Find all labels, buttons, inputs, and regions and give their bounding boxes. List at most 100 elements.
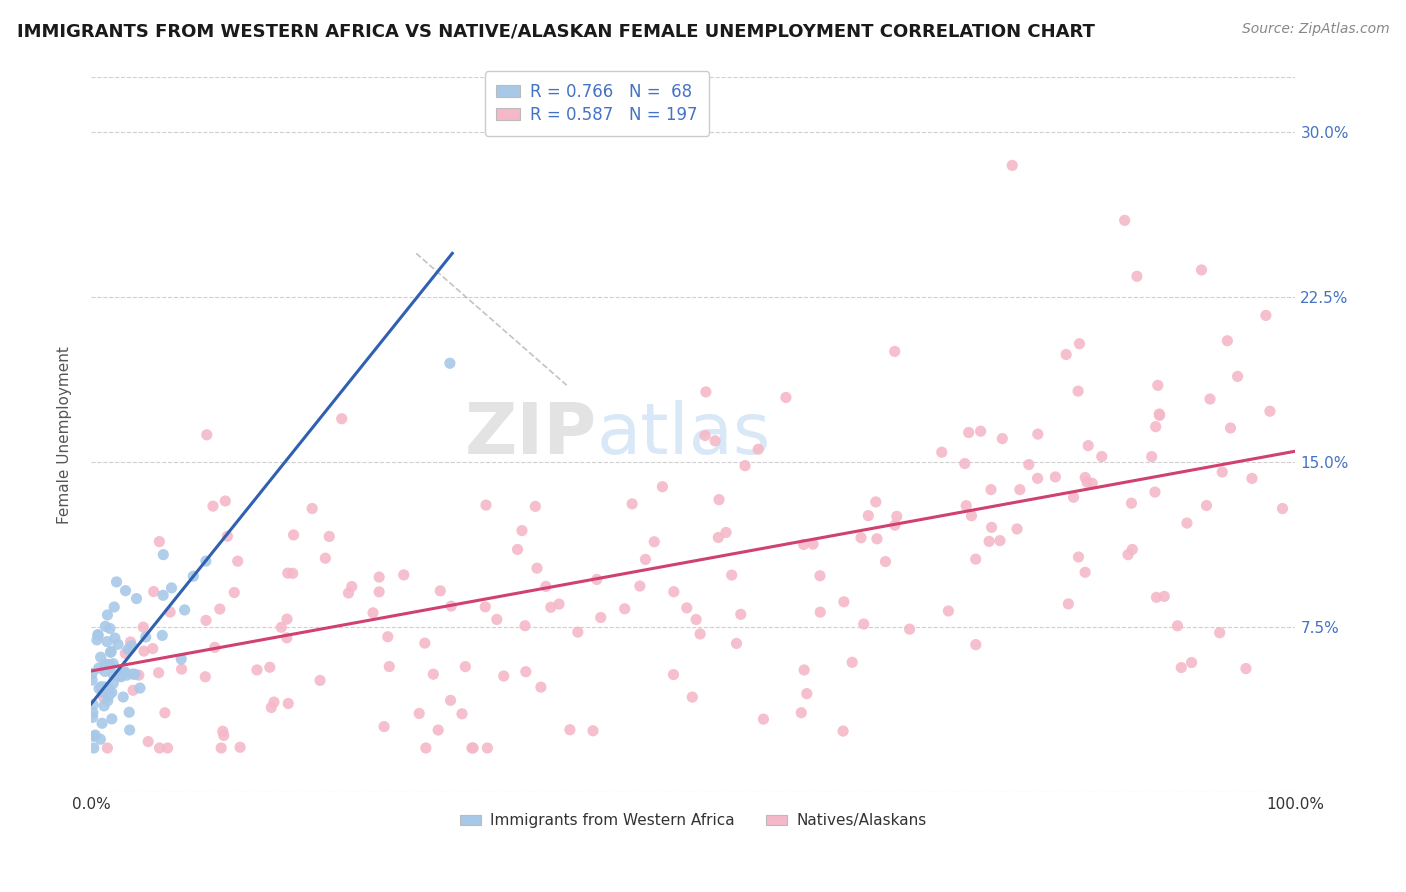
Point (114, 583, 136, 598)
Point (277, 697, 299, 711)
Point (513, 618, 536, 632)
Point (173, 603, 195, 617)
Point (965, 552, 987, 566)
Point (613, 602, 636, 616)
Point (263, 695, 285, 709)
Point (194, 670, 217, 684)
Point (693, 428, 716, 442)
Point (957, 425, 980, 440)
Point (204, 640, 226, 655)
Point (1074, 470, 1097, 484)
Point (775, 391, 797, 405)
Point (875, 555, 897, 569)
Point (270, 620, 292, 634)
Point (1045, 470, 1067, 484)
Point (695, 384, 717, 399)
Point (725, 636, 748, 650)
Point (439, 356, 461, 370)
Point (1254, 309, 1277, 323)
Point (429, 583, 451, 598)
Point (101, 685, 124, 699)
Point (117, 642, 139, 657)
Point (707, 531, 730, 545)
Point (122, 683, 145, 698)
Point (477, 741, 499, 756)
Point (82, 730, 104, 744)
Point (83, 741, 105, 756)
Point (89, 732, 111, 747)
Point (685, 613, 707, 627)
Point (104, 631, 127, 645)
Point (1054, 347, 1077, 361)
Point (132, 644, 155, 658)
Point (1121, 496, 1143, 510)
Point (86, 632, 108, 647)
Point (492, 669, 515, 683)
Point (589, 610, 612, 624)
Point (977, 534, 1000, 549)
Point (121, 639, 143, 653)
Point (148, 534, 170, 549)
Point (98, 687, 121, 701)
Point (170, 662, 193, 676)
Point (98, 682, 121, 697)
Point (582, 723, 605, 738)
Point (1175, 516, 1198, 530)
Point (704, 434, 727, 448)
Point (628, 579, 651, 593)
Point (318, 529, 340, 543)
Point (734, 458, 756, 473)
Point (368, 585, 391, 599)
Point (1140, 450, 1163, 464)
Point (1195, 499, 1218, 513)
Point (82, 666, 104, 681)
Point (91, 716, 114, 731)
Point (259, 660, 281, 674)
Point (931, 445, 953, 459)
Point (148, 665, 170, 680)
Point (82, 698, 104, 712)
Point (103, 667, 125, 681)
Point (1144, 591, 1167, 605)
Point (1067, 384, 1090, 398)
Point (91, 684, 114, 698)
Point (1271, 501, 1294, 516)
Point (150, 628, 173, 642)
Point (991, 432, 1014, 446)
Point (392, 567, 415, 582)
Point (1216, 334, 1239, 348)
Point (153, 706, 176, 720)
Point (506, 542, 529, 557)
Point (1057, 597, 1080, 611)
Point (368, 570, 391, 584)
Point (98, 622, 121, 636)
Point (621, 497, 644, 511)
Point (1081, 476, 1104, 491)
Point (980, 520, 1002, 534)
Point (980, 483, 1002, 497)
Point (413, 636, 436, 650)
Point (277, 566, 299, 580)
Point (128, 668, 150, 682)
Point (1226, 369, 1249, 384)
Point (152, 588, 174, 602)
Point (884, 518, 907, 533)
Point (960, 508, 983, 523)
Point (97, 690, 120, 704)
Point (129, 681, 152, 695)
Point (209, 741, 232, 756)
Point (1258, 404, 1281, 418)
Point (969, 424, 991, 438)
Point (681, 690, 703, 704)
Point (87, 628, 110, 642)
Point (841, 656, 863, 670)
Point (790, 706, 813, 720)
Point (340, 580, 363, 594)
Point (361, 606, 384, 620)
Point (1240, 471, 1263, 485)
Point (1149, 409, 1171, 423)
Point (101, 712, 124, 726)
Point (475, 498, 498, 512)
Point (585, 573, 607, 587)
Point (260, 700, 283, 714)
